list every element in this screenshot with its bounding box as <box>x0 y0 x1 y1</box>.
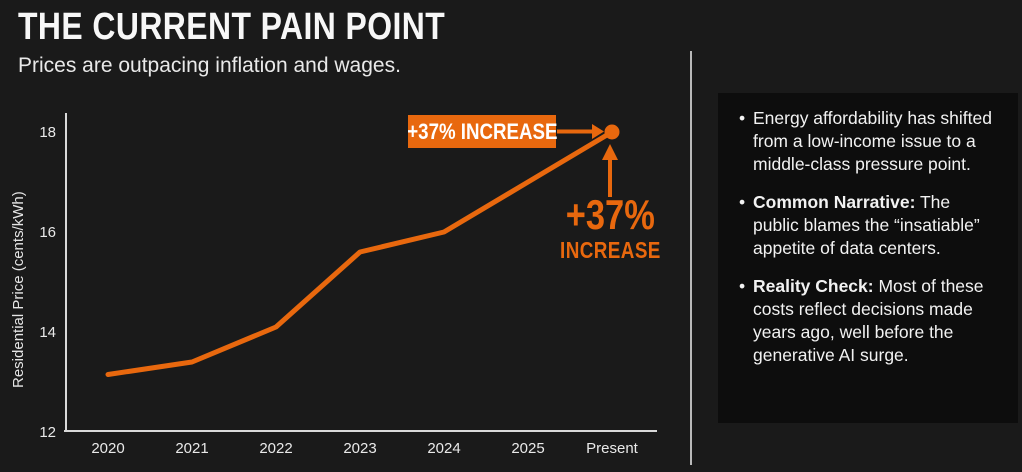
y-tick-label: 14 <box>39 324 56 341</box>
x-tick-label: Present <box>586 440 639 457</box>
bullet-text: Common Narrative: The public blames the … <box>753 192 980 258</box>
up-arrow <box>602 144 618 197</box>
x-tick-label: 2023 <box>343 440 376 457</box>
increase-callout: +37% INCREASE <box>548 194 672 262</box>
bullet-icon: • <box>739 276 746 296</box>
x-tick-label: 2021 <box>175 440 208 457</box>
endpoint-marker <box>604 124 620 140</box>
x-tick-labels: 2020 2021 2022 2023 2024 2025 Present <box>91 440 638 457</box>
x-tick-label: 2022 <box>259 440 292 457</box>
price-line <box>105 129 615 377</box>
badge-arrow <box>557 124 604 139</box>
bullet-text: Reality Check: Most of these costs refle… <box>753 276 984 365</box>
y-tick-label: 16 <box>39 224 56 241</box>
chart-canvas: 12 14 16 18 2020 2021 2022 2023 2024 2025 Present <box>39 113 657 457</box>
list-item: • Energy affordability has shifted from … <box>739 107 992 176</box>
price-chart: 12 14 16 18 2020 2021 2022 2023 2024 2025 Present… <box>10 113 672 457</box>
slide-header: THE CURRENT PAIN POINT Prices are outpac… <box>18 6 527 78</box>
bullet-icon: • <box>739 108 746 128</box>
x-tick-label: 2024 <box>427 440 460 457</box>
y-axis-title: Residential Price (cents/kWh) <box>10 191 27 388</box>
notes-panel: • Energy affordability has shifted from … <box>718 93 1018 423</box>
x-tick-label: 2025 <box>511 440 544 457</box>
list-item: • Reality Check: Most of these costs ref… <box>739 275 992 367</box>
y-tick-labels: 12 14 16 18 <box>39 124 56 441</box>
list-item: • Common Narrative: The public blames th… <box>739 191 992 260</box>
bullet-icon: • <box>739 192 746 212</box>
increase-badge-label: +37% INCREASE <box>406 118 558 144</box>
increase-callout-word: INCREASE <box>559 237 661 263</box>
bullet-text: Energy affordability has shifted from a … <box>753 108 992 174</box>
page-title: THE CURRENT PAIN POINT <box>18 6 446 48</box>
vertical-divider <box>690 51 692 465</box>
y-tick-label: 12 <box>39 424 56 441</box>
y-tick-label: 18 <box>39 124 56 141</box>
page-subtitle: Prices are outpacing inflation and wages… <box>18 53 401 77</box>
increase-callout-percent: +37% <box>565 191 655 238</box>
increase-badge: +37% INCREASE <box>406 115 558 148</box>
x-tick-label: 2020 <box>91 440 124 457</box>
